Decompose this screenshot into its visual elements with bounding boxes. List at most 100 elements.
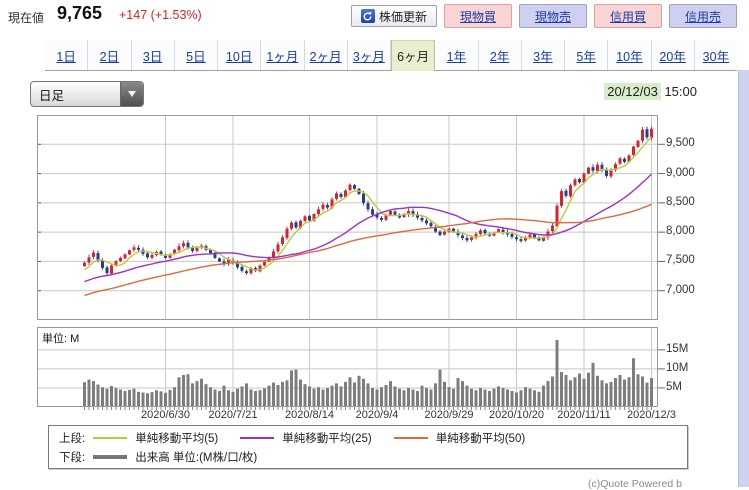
candle-body [209,249,212,254]
volume-bar [92,381,95,407]
volume-bar [407,387,410,407]
volume-bar [650,378,653,407]
candle-body [371,209,374,215]
legend-line-sample [93,436,128,439]
ma50-line [84,203,652,297]
volume-bar [569,380,572,407]
volume-bar [384,384,388,407]
volume-bar [452,388,455,407]
candle-body [416,214,419,218]
volume-bar [344,381,347,407]
current-price-label: 現在値 [8,11,45,25]
candle-body [627,155,631,162]
price-axis-label: 9,500 [666,137,695,150]
volume-bar [132,388,136,407]
candle-body [425,220,428,224]
refresh-button-label: 株価更新 [378,9,427,24]
scrollbar-strip[interactable] [738,70,749,487]
tab-1日[interactable]: 1日 [45,40,89,70]
tab-20年[interactable]: 20年 [652,40,695,70]
order-button-信用買[interactable]: 信用買 [594,4,662,28]
tab-6ヶ月[interactable]: 6ヶ月 [391,40,436,71]
tab-1年[interactable]: 1年 [435,40,479,70]
refresh-button[interactable]: 株価更新 [351,5,437,27]
tab-2ヶ月[interactable]: 2ヶ月 [305,40,348,70]
candle-body [389,211,392,215]
price-axis-label: 9,000 [666,166,695,179]
volume-bar [362,378,365,407]
ma25-line [84,173,652,283]
volume-bar [564,375,568,407]
tab-5年[interactable]: 5年 [565,40,609,70]
candle-body [96,253,100,261]
candle-body [101,260,104,268]
order-button-現物売[interactable]: 現物売 [519,4,587,28]
volume-axis-label: 15M [666,342,689,355]
volume-bar [272,382,275,407]
volume-bar [591,362,595,407]
volume-bar [609,381,613,407]
tab-10年[interactable]: 10年 [608,40,652,70]
candle-body [245,271,248,274]
candle-body [348,184,352,191]
candle-body [303,216,307,222]
legend-line-sample [393,436,428,439]
chart-type-dropdown[interactable]: 日足 [30,81,144,107]
volume-bar [627,377,631,407]
volume-bar [447,387,451,407]
volume-bar [546,381,550,407]
volume-bar [506,389,509,407]
volume-bar [339,386,343,407]
volume-bar [515,392,518,407]
order-button-信用売[interactable]: 信用売 [669,4,737,28]
tab-3ヶ月[interactable]: 3ヶ月 [348,40,391,70]
order-button-現物買[interactable]: 現物買 [444,4,512,28]
candle-body [137,247,140,250]
candle-body [528,234,532,238]
candle-body [339,193,343,197]
candle-body [123,254,127,259]
tab-30年[interactable]: 30年 [702,49,730,64]
volume-bar [461,381,464,407]
order-button-label: 現物買 [459,9,496,24]
candle-body [501,229,505,233]
volume-chart[interactable] [37,327,697,413]
candle-body [236,262,239,268]
candle-body [168,254,172,258]
volume-bar [636,374,640,407]
volume-bar [335,383,338,407]
volume-bar [380,387,383,407]
volume-bar [164,392,167,407]
legend-lower-row: 下段: 出来高 単位:(M株/口/枚) [49,449,687,465]
candle-body [87,257,91,263]
candle-body [465,238,469,241]
volume-bar [249,389,253,407]
volume-bar [497,386,500,407]
tab-1ヶ月[interactable]: 1ヶ月 [261,40,305,70]
candle-body [114,261,118,266]
volume-bar [411,389,415,407]
volume-bar [641,376,644,407]
candle-body [92,252,95,257]
volume-bar [528,388,532,407]
tab-3年[interactable]: 3年 [522,40,565,70]
quote-date: 20/12/03 [604,83,661,100]
volume-bar [510,391,514,407]
volume-bar [267,385,271,407]
price-chart[interactable] [37,115,697,320]
candle-body [650,128,653,138]
tab-2年[interactable]: 2年 [479,40,522,70]
volume-bar [357,375,361,407]
tab-10日[interactable]: 10日 [218,40,262,70]
tab-5日[interactable]: 5日 [175,40,218,70]
tab-2日[interactable]: 2日 [88,40,132,70]
candle-body [573,179,577,186]
candle-body [317,209,320,214]
period-tabs: 1日 2日 3日 5日 10日 1ヶ月 2ヶ月 3ヶ月 6ヶ月 1年 2年 3年 5年 10年 20年 30年 [45,40,737,71]
candle-body [294,222,298,228]
volume-bar [186,374,190,407]
volume-bar [488,391,491,407]
volume-bar [101,387,104,407]
tab-3日[interactable]: 3日 [132,40,175,70]
volume-bar [402,390,406,407]
